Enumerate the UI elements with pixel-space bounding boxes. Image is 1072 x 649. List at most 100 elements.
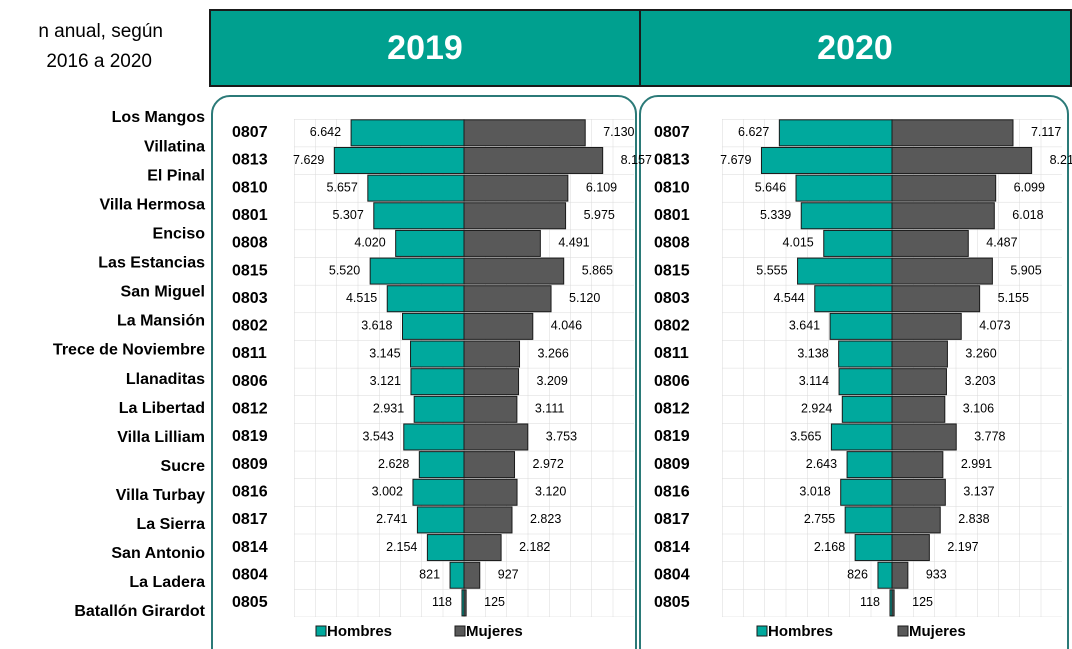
- bar: [891, 534, 930, 562]
- neighborhood: Batallón Girardot: [74, 603, 205, 620]
- legend-swatch: [756, 625, 768, 637]
- bar: [891, 174, 997, 202]
- data-label: 118: [432, 595, 452, 609]
- bar: [410, 368, 465, 396]
- data-label: 3.120: [535, 485, 566, 499]
- data-label: 3.266: [538, 346, 569, 360]
- category-label: 0811: [232, 345, 267, 362]
- bar: [814, 285, 893, 313]
- category-label: 0811: [654, 345, 689, 362]
- data-label: 3.778: [974, 429, 1005, 443]
- legend-swatch: [454, 625, 466, 637]
- data-label: 4.073: [979, 319, 1010, 333]
- category-label: 0809: [654, 456, 690, 473]
- bar: [426, 534, 465, 562]
- neighborhood: Villa Lilliam: [117, 429, 205, 446]
- category-label: 0814: [654, 539, 690, 556]
- category-label: 0813: [654, 152, 690, 169]
- data-label: 125: [484, 595, 505, 609]
- data-label: 2.182: [519, 540, 550, 554]
- bar: [463, 174, 569, 202]
- data-label: 2.197: [947, 540, 978, 554]
- bar: [463, 506, 513, 534]
- data-label: 5.657: [327, 180, 358, 194]
- neighborhood: Llanaditas: [126, 371, 205, 388]
- bar: [829, 312, 893, 340]
- data-label: 4.544: [773, 291, 804, 305]
- bar: [830, 423, 893, 451]
- legend-label: Hombres: [327, 623, 392, 640]
- neighborhood: Sucre: [161, 458, 206, 475]
- data-label: 927: [498, 568, 519, 582]
- bar: [416, 506, 465, 534]
- category-label: 0807: [654, 124, 690, 141]
- category-label: 0808: [232, 235, 268, 252]
- bar: [463, 229, 541, 257]
- category-label: 0817: [654, 511, 690, 528]
- bar: [891, 451, 944, 479]
- bar: [797, 257, 893, 285]
- bar: [350, 119, 465, 147]
- category-label: 0816: [654, 483, 690, 500]
- bar: [333, 146, 465, 174]
- bar: [838, 340, 893, 368]
- bar: [418, 451, 465, 479]
- bar: [891, 423, 957, 451]
- bar: [891, 146, 1033, 174]
- data-label: 5.905: [1010, 263, 1041, 277]
- neighborhood: La Ladera: [129, 574, 205, 591]
- data-label: 3.203: [964, 374, 995, 388]
- neighborhood: Villatina: [144, 138, 205, 155]
- grid: [294, 119, 634, 617]
- bar: [395, 229, 465, 257]
- bar: [463, 119, 586, 147]
- bar: [386, 285, 465, 313]
- category-label: 0805: [232, 594, 268, 611]
- data-label: 6.018: [1012, 208, 1043, 222]
- data-label: 3.106: [963, 402, 994, 416]
- legend-swatch: [315, 625, 327, 637]
- data-label: 2.838: [958, 512, 989, 526]
- bar: [373, 202, 465, 230]
- data-label: 933: [926, 568, 947, 582]
- bar: [891, 589, 895, 617]
- legend-label: Mujeres: [909, 623, 966, 640]
- data-label: 5.339: [760, 208, 791, 222]
- data-label: 3.753: [546, 429, 577, 443]
- bar: [891, 229, 969, 257]
- category-label: 0804: [232, 566, 268, 583]
- data-label: 3.618: [361, 319, 392, 333]
- bar: [891, 312, 962, 340]
- header-text: n anual, según: [38, 21, 163, 42]
- bar: [891, 119, 1014, 147]
- category-label: 0817: [232, 511, 268, 528]
- data-label: 7.130: [603, 125, 634, 139]
- data-label: 5.555: [756, 263, 787, 277]
- data-label: 2.628: [378, 457, 409, 471]
- chart-title: 2020: [817, 29, 893, 67]
- bar: [891, 368, 947, 396]
- data-label: 8.157: [621, 153, 652, 167]
- bar: [463, 451, 516, 479]
- bar: [823, 229, 893, 257]
- neighborhood: Trece de Noviembre: [53, 342, 205, 359]
- bar: [463, 146, 604, 174]
- bar: [463, 423, 529, 451]
- data-label: 2.972: [533, 457, 564, 471]
- data-label: 821: [419, 568, 440, 582]
- data-label: 6.642: [310, 125, 341, 139]
- year-header: [639, 9, 1072, 87]
- bar: [891, 506, 941, 534]
- category-label: 0815: [232, 262, 268, 279]
- data-label: 3.121: [370, 374, 401, 388]
- category-label: 0814: [232, 539, 268, 556]
- bar: [795, 174, 893, 202]
- category-label: 0819: [232, 428, 268, 445]
- data-label: 4.020: [354, 236, 385, 250]
- bar: [891, 395, 946, 423]
- data-label: 3.145: [369, 346, 400, 360]
- bar: [463, 257, 565, 285]
- bar: [891, 285, 981, 313]
- bar: [449, 561, 465, 589]
- data-label: 2.643: [806, 457, 837, 471]
